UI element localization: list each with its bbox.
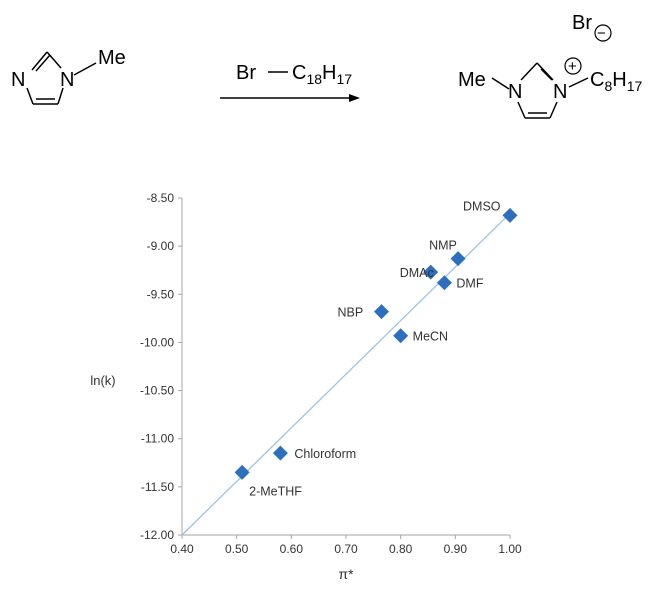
data-point-nmp [450, 251, 466, 267]
cation-charge-sign: + [568, 58, 577, 75]
trendline-group [181, 212, 511, 536]
reagent-alkyl-label: C18H17 [292, 62, 352, 87]
point-label-dmso: DMSO [463, 199, 501, 213]
x-tick-label: 0.70 [334, 542, 358, 556]
point-label-2-methf: 2-MeTHF [249, 484, 302, 498]
product-imidazolium: Br − Me N N + C8H17 [458, 12, 642, 119]
reaction-scheme: N N Me Br C18H17 Br − Me N N + C8H17 [11, 12, 642, 119]
y-tick-label: -12.00 [140, 528, 174, 542]
point-label-mecn: MeCN [413, 330, 448, 344]
data-point-chloroform [272, 445, 288, 461]
y-tick-label: -11.50 [141, 480, 174, 494]
scatter-chart: -8.50 -9.00 -9.50 -10.00 -10.50 -11.00 -11.50 -… [90, 191, 522, 582]
x-tick-label: 0.60 [280, 542, 304, 556]
reactant-n3-label: N [11, 69, 25, 91]
data-point-dmac [423, 264, 439, 280]
product-alkyl-label: C8H17 [590, 69, 642, 94]
y-tick-label: -11.00 [141, 432, 174, 446]
x-tick-label: 0.50 [225, 542, 249, 556]
chart-axes: -8.50 -9.00 -9.50 -10.00 -10.50 -11.00 -11.50 -… [140, 191, 522, 556]
reactant-methylimidazole: N N Me [11, 47, 126, 105]
data-point-nbp [374, 304, 390, 320]
data-point-2-methf [234, 464, 250, 480]
product-n3-label: N [553, 81, 567, 103]
point-label-chloroform: Chloroform [294, 447, 356, 461]
product-methyl-label: Me [458, 69, 486, 91]
reactant-n1-label: N [60, 69, 74, 91]
data-points [234, 207, 518, 480]
y-tick-label: -9.50 [147, 287, 175, 301]
x-tick-label: 0.90 [444, 542, 468, 556]
y-tick-label: -10.00 [140, 335, 174, 349]
reagent-bromine-label: Br [236, 62, 256, 84]
point-label-dmac: DMAc [400, 266, 434, 280]
product-n1-label: N [508, 81, 522, 103]
data-point-mecn [393, 328, 409, 344]
reaction-arrow-group: Br C18H17 [220, 62, 360, 102]
point-label-nbp: NBP [338, 306, 364, 320]
x-tick-label: 0.40 [170, 542, 194, 556]
x-tick-label: 1.00 [498, 542, 522, 556]
reactant-methyl-label: Me [98, 47, 126, 69]
point-label-dmf: DMF [456, 277, 483, 291]
anion-charge-sign: − [597, 25, 606, 42]
y-tick-label: -8.50 [147, 191, 175, 205]
trendline [181, 212, 511, 536]
data-point-dmso [502, 207, 518, 223]
y-tick-label: -10.50 [140, 384, 174, 398]
point-labels: DMSO NMP DMAc DMF NBP MeCN Chloroform 2-MeTHF [249, 199, 501, 498]
data-point-dmf [436, 275, 452, 291]
x-tick-label: 0.80 [389, 542, 413, 556]
product-counterion-label: Br [572, 12, 592, 34]
point-label-nmp: NMP [429, 239, 457, 253]
x-axis-label: π* [338, 566, 354, 582]
y-tick-label: -9.00 [147, 239, 175, 253]
y-axis-label: ln(k) [90, 373, 115, 388]
